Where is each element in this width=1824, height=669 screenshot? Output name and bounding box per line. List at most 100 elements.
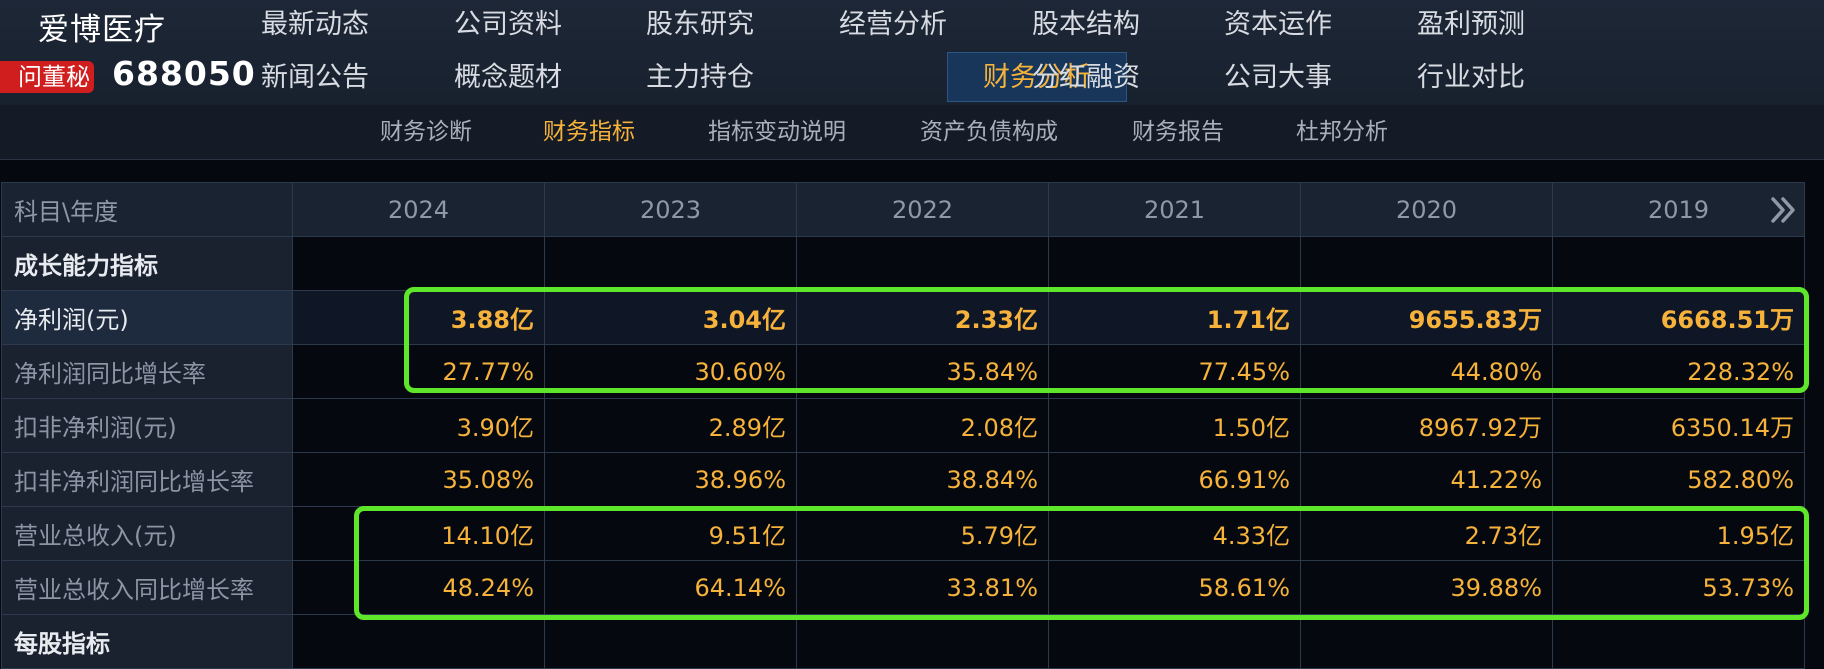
empty-cell — [1300, 236, 1553, 291]
value-cell: 4.33亿 — [1048, 506, 1301, 561]
year-header: 2020 — [1300, 182, 1553, 237]
value-cell: 3.04亿 — [544, 290, 797, 345]
row-label: 营业总收入同比增长率 — [1, 560, 293, 615]
empty-cell — [292, 236, 545, 291]
table-header-row: 科目\年度 2024 2023 2022 2021 2020 2019 — [1, 182, 1805, 237]
section-gap — [0, 160, 1824, 182]
row-label: 营业总收入(元) — [1, 506, 293, 561]
empty-cell — [544, 614, 797, 669]
nav-company-events[interactable]: 公司大事 — [1224, 62, 1332, 93]
value-cell: 9655.83万 — [1300, 290, 1553, 345]
subnav-balance-sheet-composition[interactable]: 资产负债构成 — [920, 119, 1058, 145]
value-cell: 228.32% — [1552, 344, 1805, 399]
nav-dividend-financing[interactable]: 分红融资 — [1032, 62, 1140, 93]
category-row-per-share: 每股指标 — [1, 614, 1805, 669]
year-header: 2023 — [544, 182, 797, 237]
nav-shareholder-research[interactable]: 股东研究 — [646, 9, 754, 40]
table-row-total-revenue-yoy[interactable]: 营业总收入同比增长率 48.24% 64.14% 33.81% 58.61% 3… — [1, 560, 1805, 615]
nav-main-holdings[interactable]: 主力持仓 — [646, 62, 754, 93]
year-header: 2019 — [1552, 182, 1805, 237]
value-cell: 44.80% — [1300, 344, 1553, 399]
table-row-net-profit[interactable]: 净利润(元) 3.88亿 3.04亿 2.33亿 1.71亿 9655.83万 … — [1, 290, 1805, 345]
value-cell: 33.81% — [796, 560, 1049, 615]
corner-header: 科目\年度 — [1, 182, 293, 237]
value-cell: 64.14% — [544, 560, 797, 615]
empty-cell — [796, 236, 1049, 291]
value-cell: 2.73亿 — [1300, 506, 1553, 561]
value-cell: 6668.51万 — [1552, 290, 1805, 345]
nav-company-info[interactable]: 公司资料 — [454, 9, 562, 40]
nav-latest-news[interactable]: 最新动态 — [261, 9, 369, 40]
value-cell: 38.84% — [796, 452, 1049, 507]
stock-code: 688050 — [112, 54, 256, 93]
row-label: 扣非净利润(元) — [1, 398, 293, 453]
year-header: 2024 — [292, 182, 545, 237]
row-label: 净利润同比增长率 — [1, 344, 293, 399]
empty-cell — [292, 614, 545, 669]
value-cell: 53.73% — [1552, 560, 1805, 615]
year-header: 2021 — [1048, 182, 1301, 237]
empty-cell — [1048, 614, 1301, 669]
row-label: 每股指标 — [1, 614, 293, 669]
nav-financial-analysis[interactable]: 财务分析 — [947, 52, 1127, 102]
value-cell: 5.79亿 — [796, 506, 1049, 561]
value-cell: 1.50亿 — [1048, 398, 1301, 453]
empty-cell — [1552, 614, 1805, 669]
value-cell: 9.51亿 — [544, 506, 797, 561]
table-row-deducted-net-profit[interactable]: 扣非净利润(元) 3.90亿 2.89亿 2.08亿 1.50亿 8967.92… — [1, 398, 1805, 453]
empty-cell — [796, 614, 1049, 669]
empty-cell — [1300, 614, 1553, 669]
value-cell: 2.33亿 — [796, 290, 1049, 345]
double-chevron-right-icon[interactable] — [1768, 195, 1798, 225]
value-cell: 41.22% — [1300, 452, 1553, 507]
table-row-total-revenue[interactable]: 营业总收入(元) 14.10亿 9.51亿 5.79亿 4.33亿 2.73亿 … — [1, 506, 1805, 561]
subnav-financial-reports[interactable]: 财务报告 — [1132, 119, 1224, 145]
nav-share-structure[interactable]: 股本结构 — [1032, 9, 1140, 40]
value-cell: 2.89亿 — [544, 398, 797, 453]
nav-profit-forecast[interactable]: 盈利预测 — [1417, 9, 1525, 40]
ask-secretary-badge[interactable]: 问董秘 — [0, 61, 94, 93]
empty-cell — [1552, 236, 1805, 291]
value-cell: 582.80% — [1552, 452, 1805, 507]
value-cell: 66.91% — [1048, 452, 1301, 507]
value-cell: 3.88亿 — [292, 290, 545, 345]
value-cell: 58.61% — [1048, 560, 1301, 615]
subnav-financial-indicators[interactable]: 财务指标 — [543, 119, 635, 145]
nav-news-announcements[interactable]: 新闻公告 — [261, 62, 369, 93]
empty-cell — [1048, 236, 1301, 291]
empty-cell — [544, 236, 797, 291]
value-cell: 48.24% — [292, 560, 545, 615]
subnav-indicator-change-notes[interactable]: 指标变动说明 — [708, 119, 846, 145]
value-cell: 14.10亿 — [292, 506, 545, 561]
row-label: 净利润(元) — [1, 290, 293, 345]
table-row-net-profit-yoy[interactable]: 净利润同比增长率 27.77% 30.60% 35.84% 77.45% 44.… — [1, 344, 1805, 399]
value-cell: 1.95亿 — [1552, 506, 1805, 561]
value-cell: 27.77% — [292, 344, 545, 399]
financial-indicators-table: 科目\年度 2024 2023 2022 2021 2020 2019 成长能力… — [1, 182, 1805, 669]
subnav-financial-diagnosis[interactable]: 财务诊断 — [380, 119, 472, 145]
value-cell: 35.08% — [292, 452, 545, 507]
value-cell: 6350.14万 — [1552, 398, 1805, 453]
nav-capital-operation[interactable]: 资本运作 — [1224, 9, 1332, 40]
top-header: 爱博医疗 问董秘 688050 最新动态 公司资料 股东研究 经营分析 股本结构… — [0, 0, 1824, 105]
year-header: 2022 — [796, 182, 1049, 237]
value-cell: 8967.92万 — [1300, 398, 1553, 453]
nav-concept-themes[interactable]: 概念题材 — [454, 62, 562, 93]
company-name: 爱博医疗 — [38, 12, 166, 48]
value-cell: 38.96% — [544, 452, 797, 507]
table-row-deducted-net-profit-yoy[interactable]: 扣非净利润同比增长率 35.08% 38.96% 38.84% 66.91% 4… — [1, 452, 1805, 507]
value-cell: 1.71亿 — [1048, 290, 1301, 345]
category-row-growth: 成长能力指标 — [1, 236, 1805, 291]
nav-industry-comparison[interactable]: 行业对比 — [1417, 62, 1525, 93]
row-label: 扣非净利润同比增长率 — [1, 452, 293, 507]
value-cell: 2.08亿 — [796, 398, 1049, 453]
row-label: 成长能力指标 — [1, 236, 293, 291]
value-cell: 35.84% — [796, 344, 1049, 399]
value-cell: 39.88% — [1300, 560, 1553, 615]
sub-navigation: 财务诊断 财务指标 指标变动说明 资产负债构成 财务报告 杜邦分析 — [0, 105, 1824, 160]
subnav-dupont-analysis[interactable]: 杜邦分析 — [1296, 119, 1388, 145]
value-cell: 77.45% — [1048, 344, 1301, 399]
nav-operation-analysis[interactable]: 经营分析 — [839, 9, 947, 40]
value-cell: 30.60% — [544, 344, 797, 399]
value-cell: 3.90亿 — [292, 398, 545, 453]
